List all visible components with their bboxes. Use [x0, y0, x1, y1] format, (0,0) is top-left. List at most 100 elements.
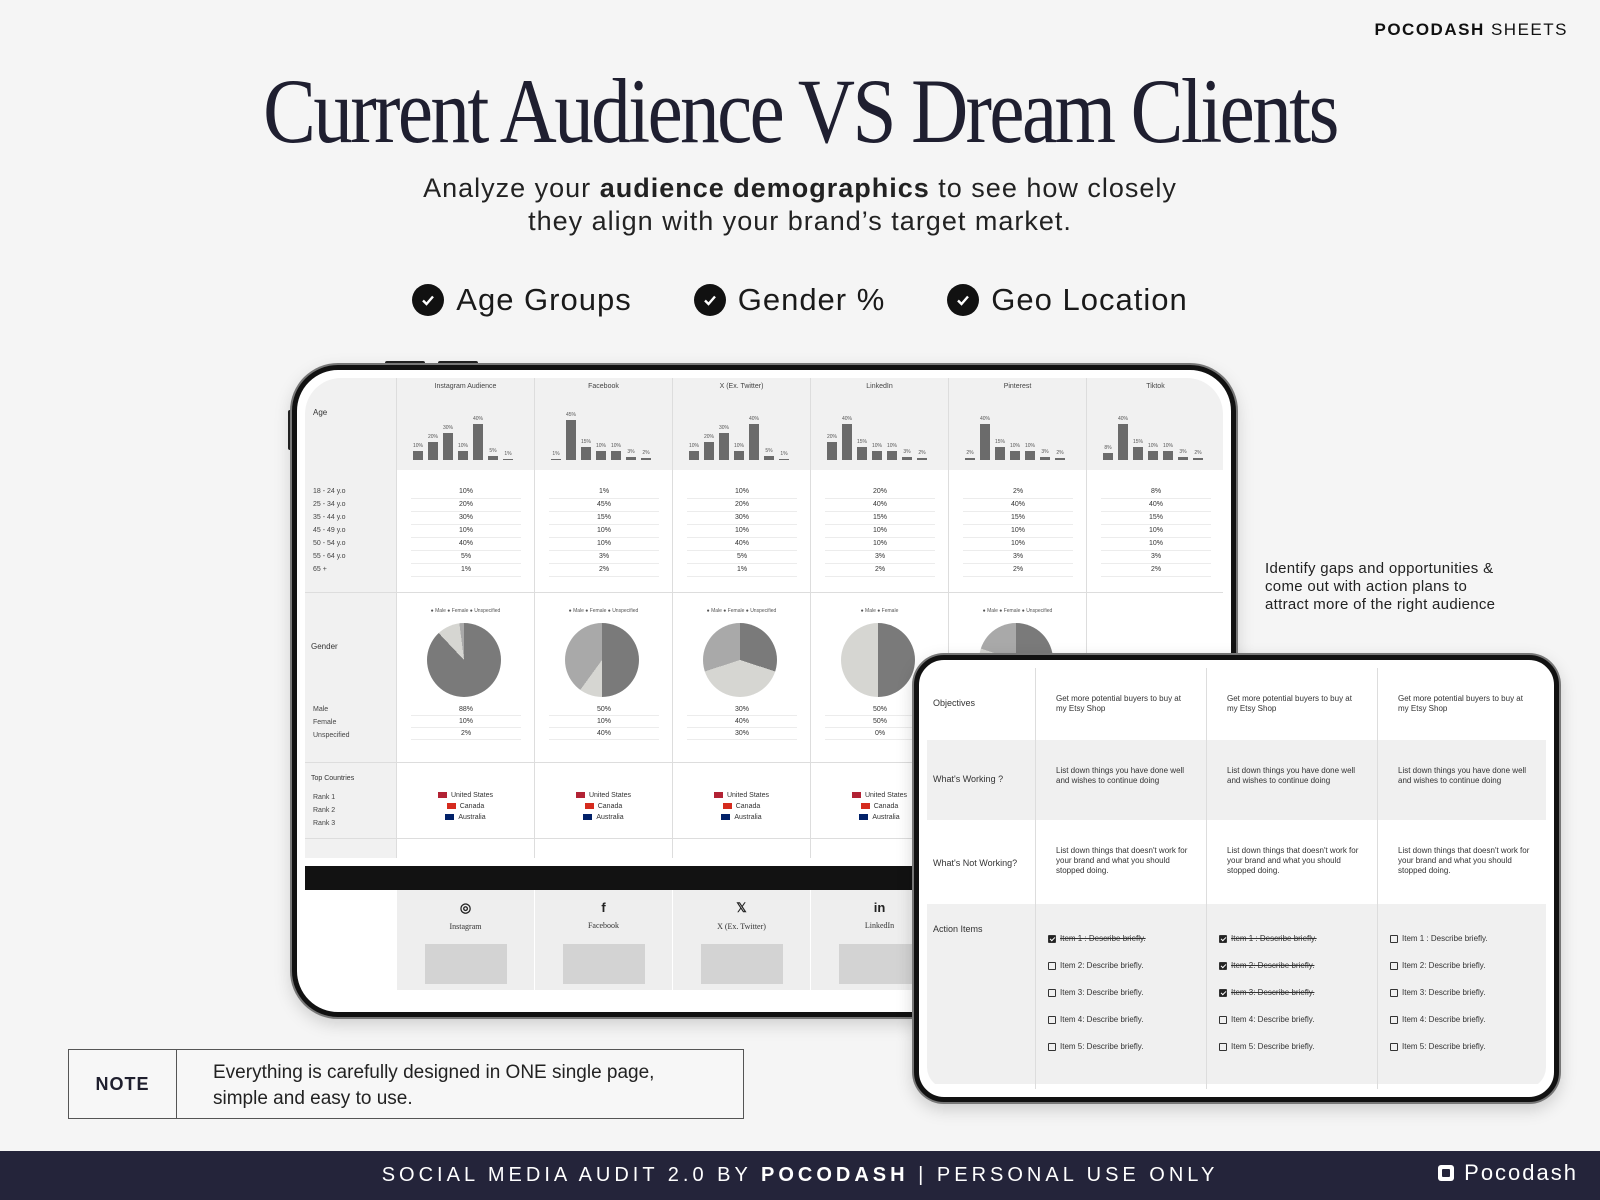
gender-percent: 50%	[549, 704, 659, 716]
checkbox[interactable]	[1048, 988, 1056, 997]
post-thumbnail	[839, 944, 921, 984]
gender-legend: ● Male ● Female ● Unspecified	[982, 608, 1053, 614]
bar-label: 3%	[1179, 449, 1187, 456]
gender-percent: 10%	[411, 716, 521, 728]
age-group-label: 55 - 64 y.o	[313, 553, 346, 560]
checkbox[interactable]	[1048, 961, 1056, 970]
action-item-text: Item 3: Describe briefly.	[1231, 988, 1315, 997]
action-item[interactable]: Item 2: Describe briefly.	[1219, 961, 1314, 970]
objective-text: Get more potential buyers to buy at my E…	[1398, 694, 1523, 713]
platform-column: Facebook 1% 45% 15% 10% 10% 3% 2% 1% 45% 15% 10% 10%…	[535, 378, 673, 858]
action-item[interactable]: Item 1 : Describe briefly.	[1390, 934, 1488, 943]
action-item-text: Item 2: Describe briefly.	[1060, 961, 1144, 970]
checkbox[interactable]	[1219, 1015, 1227, 1024]
tablet-button	[385, 361, 425, 366]
country-name: Canada	[597, 803, 623, 810]
age-percent: 40%	[825, 499, 935, 512]
check-icon	[947, 284, 980, 316]
post-thumbnail	[563, 944, 645, 984]
action-item[interactable]: Item 5: Describe briefly.	[1390, 1042, 1485, 1051]
gender-legend: ● Male ● Female ● Unspecified	[430, 608, 501, 614]
action-item-text: Item 1 : Describe briefly.	[1402, 934, 1488, 943]
age-percent: 1%	[549, 486, 659, 499]
action-item[interactable]: Item 4: Describe briefly.	[1048, 1015, 1143, 1024]
platform-column: Instagram Audience 10% 20% 30% 10% 40% 5% 1% 10%…	[397, 378, 535, 858]
bar-label: 15%	[994, 438, 1005, 445]
footer: SOCIAL MEDIA AUDIT 2.0 BY POCODASH | PER…	[0, 1151, 1600, 1200]
checkbox[interactable]	[1390, 988, 1398, 997]
age-percent: 10%	[687, 525, 797, 538]
gender-percent: 50%	[825, 716, 935, 728]
bar-label: 10%	[457, 443, 468, 449]
checkbox[interactable]	[1219, 934, 1227, 943]
age-bar	[995, 446, 1005, 460]
bar-label: 40%	[841, 416, 852, 422]
country-name: United States	[726, 792, 770, 799]
checkbox[interactable]	[1390, 961, 1398, 970]
checkbox[interactable]	[1219, 961, 1227, 970]
whats-not-working-label: What's Not Working?	[933, 858, 1018, 868]
action-item-text: Item 4: Describe briefly.	[1231, 1015, 1315, 1024]
footer-brand: Pocodash	[1438, 1151, 1578, 1195]
age-percent: 10%	[825, 538, 935, 551]
action-item[interactable]: Item 1 : Describe briefly.	[1048, 934, 1146, 943]
country-name: Australia	[734, 814, 762, 821]
gender-pie-chart	[427, 623, 501, 697]
action-item[interactable]: Item 5: Describe briefly.	[1219, 1042, 1314, 1051]
country-row: Canada	[673, 803, 810, 814]
action-item[interactable]: Item 1 : Describe briefly.	[1219, 934, 1317, 943]
age-percent: 10%	[825, 525, 935, 538]
post-thumbnail	[701, 944, 783, 984]
checkbox[interactable]	[1390, 934, 1398, 943]
flag-icon	[722, 803, 732, 810]
action-item[interactable]: Item 2: Describe briefly.	[1048, 961, 1143, 970]
action-item-text: Item 5: Describe briefly.	[1231, 1042, 1315, 1051]
age-percent: 15%	[825, 512, 935, 525]
action-item-text: Item 4: Describe briefly.	[1402, 1015, 1486, 1024]
checkbox[interactable]	[1390, 1042, 1398, 1051]
bar-label: 8%	[1104, 444, 1112, 451]
not-working-text: List down things that doesn't work for y…	[1056, 846, 1188, 875]
action-item[interactable]: Item 3: Describe briefly.	[1390, 988, 1485, 997]
action-items-label: Action Items	[933, 924, 983, 934]
bar-label: 10%	[871, 443, 882, 449]
bar-label: 15%	[1132, 438, 1143, 445]
action-item-text: Item 4: Describe briefly.	[1060, 1015, 1144, 1024]
action-item[interactable]: Item 2: Describe briefly.	[1390, 961, 1485, 970]
bar-label: 1%	[780, 451, 788, 458]
column-header: X (Ex. Twitter) 10% 20% 30% 10% 40% 5% 1%	[673, 378, 810, 470]
age-percent: 15%	[1101, 512, 1211, 525]
action-item[interactable]: Item 4: Describe briefly.	[1390, 1015, 1485, 1024]
age-group-label: 65 +	[313, 566, 327, 573]
checkbox[interactable]	[1048, 1015, 1056, 1024]
age-percent: 1%	[687, 564, 797, 577]
age-bar	[428, 442, 438, 460]
platform-name: Tiktok	[1146, 383, 1165, 390]
age-percent: 5%	[411, 551, 521, 564]
action-item[interactable]: Item 3: Describe briefly.	[1219, 988, 1314, 997]
footer-text: SOCIAL MEDIA AUDIT 2.0 BY POCODASH | PER…	[381, 1164, 1219, 1186]
age-percent: 3%	[963, 551, 1073, 564]
social-platform-cell: f Facebook	[535, 890, 673, 990]
checkbox[interactable]	[1048, 934, 1056, 943]
age-bar	[1103, 452, 1113, 460]
checkbox[interactable]	[1390, 1015, 1398, 1024]
bar-label: 5%	[765, 447, 773, 454]
note-label: NOTE	[69, 1050, 177, 1118]
age-bar	[1163, 451, 1173, 460]
action-item[interactable]: Item 3: Describe briefly.	[1048, 988, 1143, 997]
bar-label: 1%	[552, 451, 560, 458]
not-working-text: List down things that doesn't work for y…	[1398, 846, 1530, 875]
gender-percent-list: 50% 50% 0%	[825, 704, 935, 740]
objective-text: Get more potential buyers to buy at my E…	[1227, 694, 1352, 713]
checkbox[interactable]	[1219, 1042, 1227, 1051]
flag-icon	[445, 814, 455, 821]
age-group-label: 35 - 44 y.o	[313, 514, 346, 521]
action-item[interactable]: Item 4: Describe briefly.	[1219, 1015, 1314, 1024]
feature-list: Age Groups Gender % Geo Location	[0, 282, 1600, 318]
audience-sheet: Age 18 - 24 y.o 25 - 34 y.o 35 - 44 y.o 45 …	[305, 378, 1223, 1004]
checkbox[interactable]	[1048, 1042, 1056, 1051]
age-bar	[980, 424, 990, 460]
checkbox[interactable]	[1219, 988, 1227, 997]
action-item[interactable]: Item 5: Describe briefly.	[1048, 1042, 1143, 1051]
